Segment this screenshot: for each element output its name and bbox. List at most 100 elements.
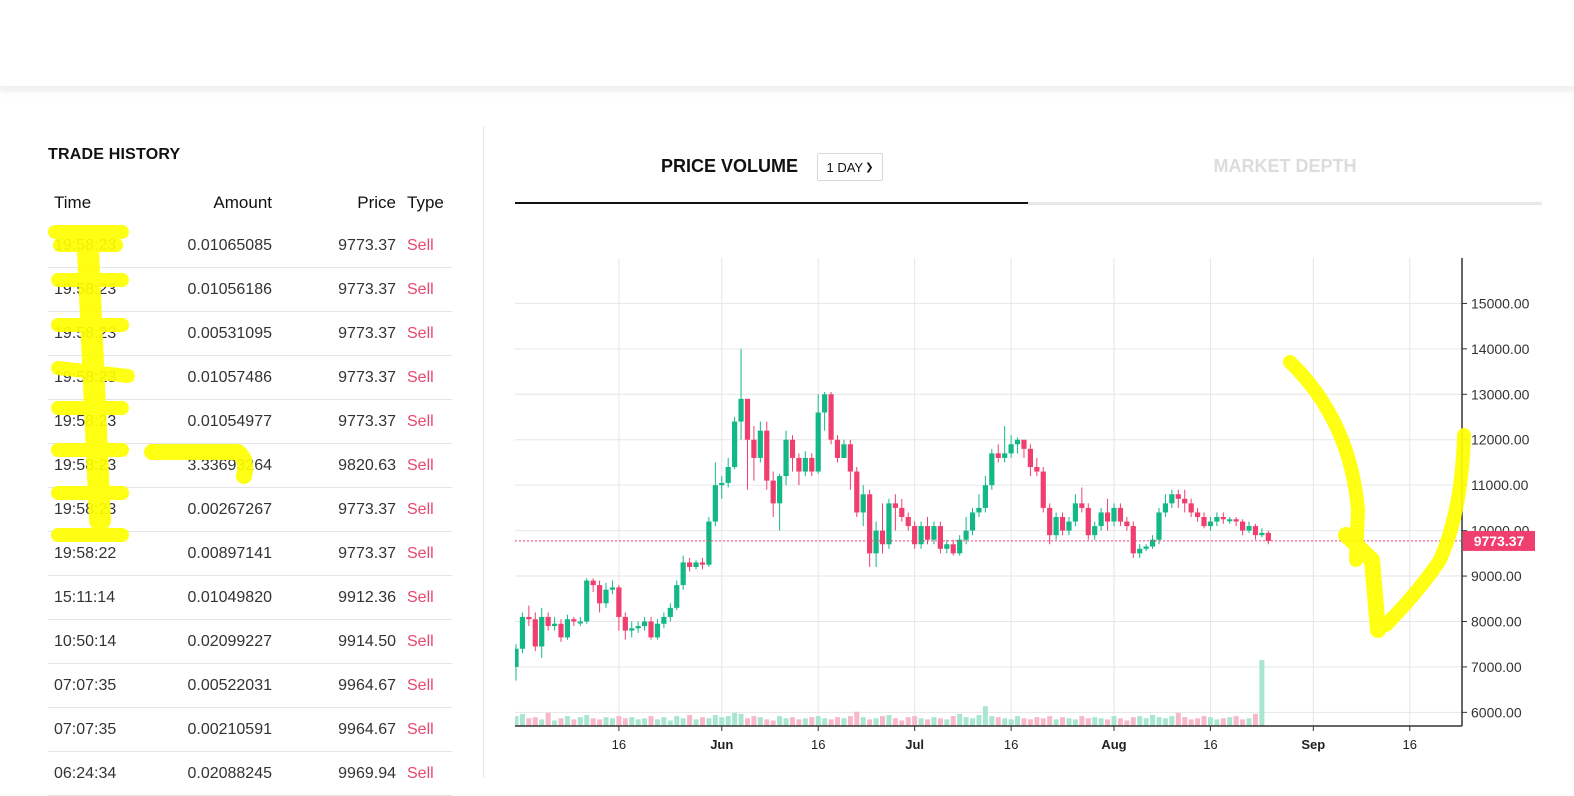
trade-row: 07:07:35 0.00210591 9964.67 Sell <box>48 707 452 752</box>
x-tick-label: Jun <box>710 737 733 752</box>
trade-amount: 0.02088245 <box>151 751 273 796</box>
candle <box>1252 526 1259 536</box>
volume-bar <box>835 717 840 726</box>
candle <box>982 485 988 508</box>
candle <box>642 621 648 627</box>
candle <box>751 439 757 458</box>
candle <box>1149 539 1156 547</box>
chart-tabs: PRICE VOLUME 1 DAY ❯ MARKET DEPTH <box>515 140 1542 205</box>
volume-bar <box>1259 660 1265 726</box>
last-price-badge <box>1463 530 1535 551</box>
volume-bar <box>1227 717 1233 726</box>
trade-price: 9969.94 <box>273 751 397 796</box>
volume-bar <box>905 717 911 726</box>
volume-bar <box>925 719 931 726</box>
candle <box>732 421 738 468</box>
candle <box>950 544 956 554</box>
candle <box>635 626 641 629</box>
column-header-price: Price <box>357 193 396 212</box>
volume-bar <box>597 719 603 726</box>
candle <box>571 619 577 622</box>
last-price-label: 9773.37 <box>1474 533 1525 549</box>
volume-bar <box>1195 718 1201 726</box>
candle <box>1034 467 1040 472</box>
top-header <box>0 0 1574 86</box>
volume-bar <box>552 720 558 726</box>
volume-bar <box>1079 716 1085 726</box>
trade-history-table: Time Amount Price Type 19:58:23 0.0106508… <box>48 182 452 796</box>
trade-price: 9773.37 <box>273 355 397 400</box>
volume-bar <box>892 718 898 726</box>
volume-bar <box>1117 718 1123 726</box>
volume-bar <box>1143 718 1149 726</box>
volume-bar <box>732 712 738 726</box>
volume-bar <box>1233 716 1239 726</box>
candle <box>596 585 603 604</box>
volume-bar <box>712 715 718 726</box>
volume-bar <box>648 716 654 726</box>
candle <box>1239 521 1246 531</box>
candle <box>1117 507 1124 522</box>
column-header-time: Time <box>54 193 92 212</box>
tab-market-depth[interactable]: MARKET DEPTH <box>1028 140 1542 205</box>
candle <box>693 562 699 567</box>
volume-bar <box>854 711 860 726</box>
candle <box>1111 507 1117 522</box>
volume-bar <box>880 716 886 726</box>
volume-bar <box>822 718 828 726</box>
candle <box>1040 471 1046 508</box>
column-header-type: Type <box>407 193 444 212</box>
trade-time: 06:24:34 <box>48 751 151 796</box>
candle <box>1002 453 1008 458</box>
trade-row: 19:58:23 3.33693264 9820.63 Sell <box>48 443 452 488</box>
trade-time: 07:07:35 <box>48 707 151 752</box>
volume-bar <box>642 718 648 726</box>
interval-select[interactable]: 1 DAY ❯ <box>817 153 883 181</box>
trade-type: Sell <box>397 443 452 488</box>
trade-type: Sell <box>397 531 452 576</box>
trade-type: Sell <box>397 663 452 708</box>
candle <box>937 526 943 549</box>
candle <box>886 503 892 545</box>
trade-row: 06:24:34 0.02088245 9969.94 Sell <box>48 751 452 796</box>
candle <box>706 521 712 565</box>
volume-bar <box>918 718 924 726</box>
trade-type: Sell <box>397 355 452 400</box>
y-tick-label: 14000.00 <box>1471 341 1530 357</box>
trade-amount: 0.01049820 <box>151 575 273 620</box>
candle <box>764 430 770 481</box>
candle <box>1182 498 1188 504</box>
volume-bar <box>744 718 750 726</box>
volume-bar <box>989 716 995 726</box>
volume-bar <box>693 719 699 726</box>
candle <box>892 503 898 508</box>
trade-amount: 0.02099227 <box>151 619 273 664</box>
candle <box>969 512 976 531</box>
candle <box>1246 526 1252 531</box>
candle <box>1175 494 1181 499</box>
trade-row: 19:58:23 0.00531095 9773.37 Sell <box>48 311 452 356</box>
tab-price-volume-label: PRICE VOLUME <box>661 156 799 176</box>
trade-row: 10:50:14 0.02099227 9914.50 Sell <box>48 619 452 664</box>
candle <box>867 494 873 554</box>
x-tick-label: 16 <box>612 737 626 752</box>
trade-amount: 0.00897141 <box>151 531 273 576</box>
tab-price-volume[interactable]: PRICE VOLUME 1 DAY ❯ <box>515 140 1028 204</box>
column-header-amount: Amount <box>213 193 272 212</box>
candle <box>1169 494 1175 504</box>
interval-select-value: 1 DAY <box>826 159 864 175</box>
trade-time: 19:58:23 <box>48 311 151 356</box>
trade-type: Sell <box>397 707 452 752</box>
trade-history-title: TRADE HISTORY <box>48 146 181 163</box>
volume-bar <box>1072 719 1078 726</box>
candle <box>1072 503 1079 522</box>
volume-bar <box>886 715 892 726</box>
candle <box>1130 526 1136 554</box>
volume-bar <box>687 715 693 726</box>
candle <box>590 580 596 586</box>
volume-bar <box>1240 719 1246 726</box>
trade-row: 19:58:23 0.01056186 9773.37 Sell <box>48 267 452 312</box>
candle <box>873 530 879 554</box>
price-volume-chart[interactable]: 6000.007000.008000.009000.0010000.001100… <box>515 258 1555 758</box>
volume-bar <box>1182 717 1188 726</box>
